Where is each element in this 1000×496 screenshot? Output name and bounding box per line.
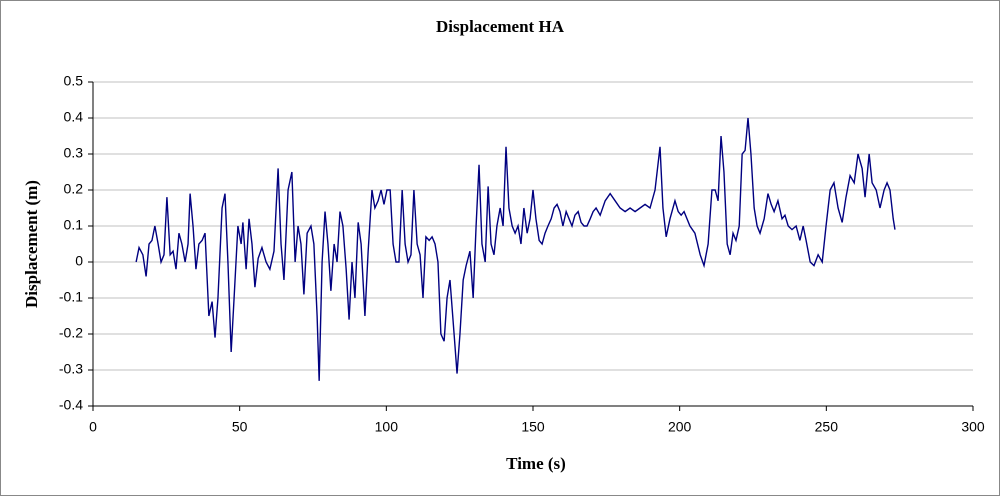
data-line	[135, 117, 896, 381]
y-tick-label: -0.1	[59, 289, 83, 305]
y-axis-label: Displacement (m)	[22, 180, 41, 308]
x-tick-label: 200	[668, 419, 692, 435]
y-tick-label: 0.2	[64, 181, 84, 197]
y-tick-label: 0.1	[64, 217, 84, 233]
x-tick-label: 300	[961, 419, 985, 435]
x-tick-label: 0	[89, 419, 97, 435]
y-tick-label: -0.2	[59, 325, 83, 341]
y-tick-label: 0.5	[64, 73, 84, 89]
x-tick-label: 250	[815, 419, 839, 435]
y-tick-label: 0.4	[64, 109, 84, 125]
chart-title: Displacement HA	[436, 17, 565, 36]
y-tick-label: -0.4	[59, 397, 83, 413]
x-tick-label: 50	[232, 419, 248, 435]
y-tick-label: 0.3	[64, 145, 84, 161]
x-tick-label: 150	[521, 419, 545, 435]
y-tick-label: -0.3	[59, 361, 83, 377]
y-tick-label: 0	[75, 253, 83, 269]
x-axis-label: Time (s)	[506, 454, 566, 473]
x-tick-label: 100	[375, 419, 399, 435]
